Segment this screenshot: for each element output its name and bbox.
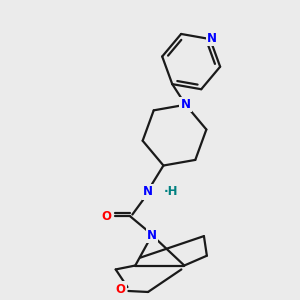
Text: O: O (102, 210, 112, 223)
Text: N: N (147, 229, 157, 242)
Text: O: O (116, 283, 126, 296)
Text: N: N (181, 98, 190, 111)
Text: ·H: ·H (164, 185, 178, 199)
Text: N: N (207, 32, 217, 45)
Text: N: N (143, 185, 153, 199)
